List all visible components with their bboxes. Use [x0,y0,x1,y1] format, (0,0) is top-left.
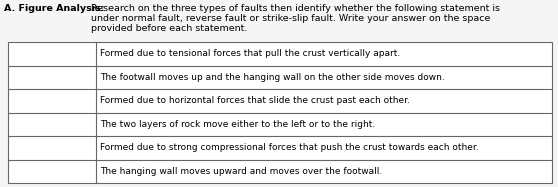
Text: The hanging wall moves upward and moves over the footwall.: The hanging wall moves upward and moves … [100,167,382,176]
Text: Formed due to strong compressional forces that push the crust towards each other: Formed due to strong compressional force… [100,143,479,152]
Text: The two layers of rock move either to the left or to the right.: The two layers of rock move either to th… [100,120,375,129]
Text: Formed due to horizontal forces that slide the crust past each other.: Formed due to horizontal forces that sli… [100,96,410,105]
Text: provided before each statement.: provided before each statement. [91,24,247,33]
Text: Research on the three types of faults then identify whether the following statem: Research on the three types of faults th… [91,4,500,13]
Text: Formed due to tensional forces that pull the crust vertically apart.: Formed due to tensional forces that pull… [100,49,400,58]
Bar [8,42,552,183]
Text: The footwall moves up and the hanging wall on the other side moves down.: The footwall moves up and the hanging wa… [100,73,445,82]
Text: under normal fault, reverse fault or strike-slip fault. Write your answer on the: under normal fault, reverse fault or str… [91,14,490,23]
Text: A. Figure Analysis:: A. Figure Analysis: [4,4,108,13]
